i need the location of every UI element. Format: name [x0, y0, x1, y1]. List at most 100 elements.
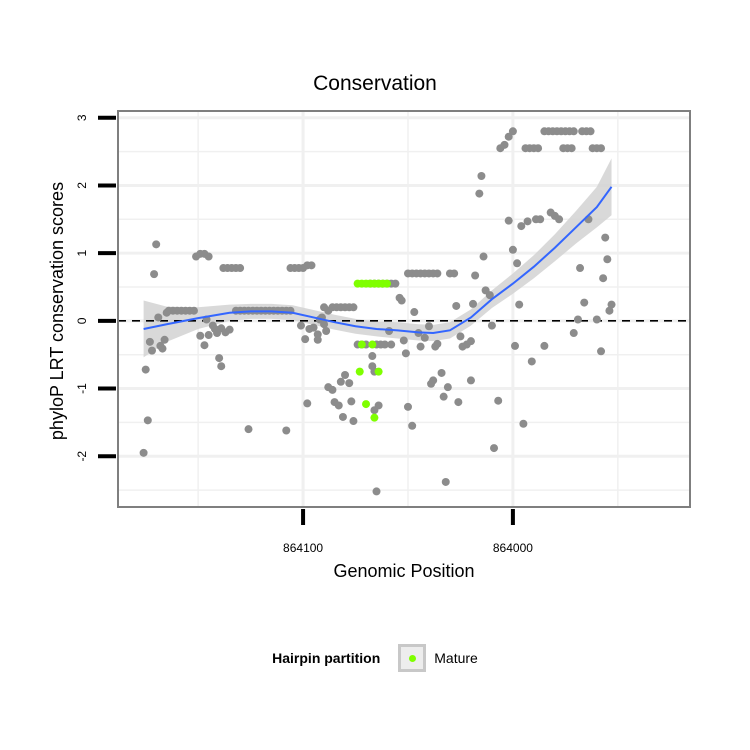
data-point	[511, 341, 520, 350]
data-point	[527, 357, 536, 366]
data-point	[150, 270, 159, 279]
chart-title: Conservation	[313, 72, 437, 95]
data-point	[504, 132, 513, 141]
data-point	[599, 274, 608, 283]
smooth-curve	[143, 186, 613, 335]
data-point	[569, 127, 578, 136]
y-tick-label: 2	[75, 182, 89, 189]
data-point	[580, 298, 589, 307]
data-point	[296, 321, 305, 330]
data-point	[441, 477, 450, 486]
data-point	[349, 303, 358, 312]
data-point	[597, 144, 606, 153]
panel-border	[117, 110, 691, 508]
data-point	[152, 240, 161, 249]
legend-marker-mature	[408, 654, 416, 662]
axes: -2 -1 0 1 2 3 864100 864000	[75, 114, 533, 555]
y-tick-label: -1	[75, 383, 89, 394]
data-point	[517, 222, 526, 231]
data-point	[494, 396, 503, 405]
x-axis-label: Genomic Position	[333, 561, 475, 581]
data-point	[385, 327, 394, 335]
data-point	[424, 322, 433, 331]
data-point	[403, 402, 412, 411]
data-point	[466, 337, 475, 346]
data-point	[471, 271, 480, 280]
data-point	[204, 252, 213, 261]
data-point	[534, 144, 543, 153]
data-point	[452, 301, 461, 310]
data-point	[141, 365, 150, 374]
x-tick-label: 864000	[493, 541, 533, 555]
data-point	[349, 417, 358, 426]
data-point	[605, 306, 614, 315]
data-point	[439, 392, 448, 401]
data-point-mature	[362, 400, 371, 409]
y-tick-label: 3	[75, 114, 89, 121]
data-point	[217, 362, 226, 371]
data-point	[244, 425, 253, 434]
data-point	[477, 171, 486, 180]
data-point	[576, 264, 585, 273]
data-point-mature	[355, 367, 364, 376]
data-point	[307, 261, 316, 270]
data-point	[573, 315, 582, 324]
data-point	[540, 341, 549, 350]
data-point	[513, 259, 522, 268]
data-point-mature	[357, 340, 366, 349]
legend-title: Hairpin partition	[272, 650, 381, 666]
y-tick-label: 1	[75, 249, 89, 256]
data-point	[416, 342, 425, 351]
x-tick-label: 864100	[283, 541, 323, 555]
data-point	[143, 416, 152, 425]
data-point	[479, 252, 488, 261]
data-point	[196, 331, 205, 340]
data-point	[399, 336, 408, 345]
data-point	[372, 487, 381, 496]
data-point-mature	[368, 340, 377, 349]
data-point	[347, 397, 356, 406]
data-point	[456, 332, 465, 341]
data-point	[466, 376, 475, 385]
data-point	[523, 217, 532, 226]
data-point	[154, 313, 163, 322]
data-point	[204, 331, 213, 340]
data-point	[345, 379, 354, 388]
data-point	[301, 335, 310, 344]
data-point	[603, 255, 612, 264]
data-point	[189, 306, 198, 315]
data-point	[200, 341, 209, 350]
data-point	[504, 216, 513, 225]
data-point	[328, 385, 337, 394]
data-point	[322, 327, 331, 335]
legend: Hairpin partition Mature	[0, 640, 750, 676]
data-point	[374, 401, 383, 410]
data-point	[408, 421, 417, 430]
y-axis-label: phyloP LRT conservation scores	[47, 181, 67, 441]
data-point	[336, 377, 345, 386]
data-point	[454, 398, 463, 407]
data-point	[433, 339, 442, 348]
data-point	[569, 329, 578, 338]
data-point	[475, 189, 484, 198]
data-point	[160, 335, 169, 344]
data-point	[429, 376, 438, 385]
data-point	[420, 333, 429, 342]
data-point	[567, 144, 576, 153]
y-tick-label: -2	[75, 451, 89, 462]
data-point	[158, 344, 167, 353]
data-point	[410, 308, 419, 317]
data-point	[601, 233, 610, 242]
data-point	[313, 335, 322, 344]
data-point	[490, 444, 499, 453]
data-point	[338, 412, 347, 421]
legend-key	[398, 644, 427, 672]
data-point	[508, 127, 517, 136]
data-point	[592, 315, 601, 324]
data-point	[607, 300, 616, 309]
data-point	[341, 371, 350, 379]
data-point	[515, 300, 524, 309]
data-point	[236, 264, 245, 273]
legend-label-mature: Mature	[434, 650, 478, 666]
data-point	[433, 269, 442, 278]
